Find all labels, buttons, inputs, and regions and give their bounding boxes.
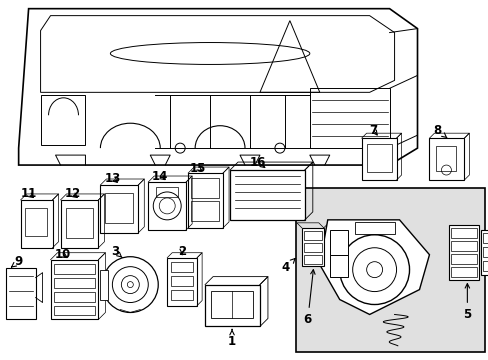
Text: 15: 15 bbox=[189, 162, 206, 175]
Bar bbox=[20, 200, 52, 248]
Text: 16: 16 bbox=[249, 156, 265, 168]
Bar bbox=[211, 291, 252, 319]
Bar bbox=[50, 260, 98, 319]
Bar bbox=[482, 233, 488, 243]
Bar bbox=[171, 289, 193, 300]
Bar bbox=[53, 292, 95, 302]
Bar bbox=[303, 231, 321, 240]
Bar bbox=[450, 228, 476, 238]
Bar bbox=[61, 200, 98, 248]
Bar bbox=[100, 185, 138, 233]
Bar bbox=[436, 146, 455, 171]
Bar bbox=[65, 208, 93, 238]
Bar bbox=[482, 247, 488, 257]
Text: 2: 2 bbox=[178, 245, 186, 258]
Bar bbox=[148, 182, 186, 230]
Bar bbox=[480, 230, 488, 275]
Bar bbox=[188, 173, 223, 228]
Text: 13: 13 bbox=[104, 171, 120, 185]
Bar bbox=[450, 267, 476, 276]
Bar bbox=[167, 258, 197, 306]
Circle shape bbox=[339, 235, 408, 305]
Bar bbox=[303, 243, 321, 252]
Bar bbox=[24, 208, 46, 236]
Text: 14: 14 bbox=[152, 170, 168, 183]
Bar bbox=[450, 254, 476, 264]
Bar bbox=[448, 225, 478, 280]
Bar bbox=[428, 138, 464, 180]
Text: 7: 7 bbox=[369, 124, 377, 137]
Bar bbox=[53, 306, 95, 315]
Bar bbox=[41, 95, 85, 145]
Bar bbox=[171, 262, 193, 272]
Bar bbox=[204, 285, 260, 327]
Circle shape bbox=[102, 257, 158, 312]
Bar bbox=[100, 270, 108, 300]
Bar bbox=[156, 187, 178, 197]
Bar bbox=[361, 138, 396, 180]
Text: 10: 10 bbox=[54, 248, 70, 261]
Text: 9: 9 bbox=[11, 255, 23, 268]
Bar bbox=[105, 193, 133, 223]
Bar bbox=[191, 201, 219, 221]
Bar bbox=[303, 255, 321, 264]
Text: 11: 11 bbox=[20, 188, 37, 201]
Bar bbox=[482, 261, 488, 271]
Text: 5: 5 bbox=[462, 284, 470, 321]
Bar bbox=[191, 178, 219, 198]
Text: 3: 3 bbox=[111, 245, 122, 258]
Bar bbox=[171, 276, 193, 285]
Text: 4: 4 bbox=[281, 258, 294, 274]
Text: 8: 8 bbox=[432, 124, 446, 138]
Bar bbox=[301, 228, 323, 266]
Text: 12: 12 bbox=[64, 188, 81, 201]
Text: 1: 1 bbox=[227, 329, 236, 348]
Bar bbox=[366, 144, 391, 172]
Bar bbox=[329, 230, 347, 255]
Bar bbox=[329, 255, 347, 276]
Bar bbox=[6, 268, 36, 319]
Polygon shape bbox=[319, 220, 428, 315]
Text: 6: 6 bbox=[303, 270, 314, 326]
Bar bbox=[53, 278, 95, 288]
Bar bbox=[450, 241, 476, 251]
Bar bbox=[354, 222, 394, 234]
Bar bbox=[53, 264, 95, 274]
Bar bbox=[229, 170, 304, 220]
Bar bbox=[295, 188, 484, 352]
Bar bbox=[309, 88, 389, 148]
